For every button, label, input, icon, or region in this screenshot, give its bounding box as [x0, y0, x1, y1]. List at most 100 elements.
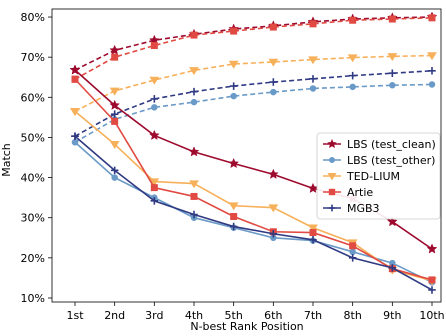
- x-tick-label: 5th: [225, 309, 243, 322]
- legend-box: [316, 132, 441, 220]
- data-point: [428, 276, 436, 284]
- data-point: [111, 117, 119, 125]
- cumulative-data-point: [268, 58, 279, 67]
- cumulative-data-point: [189, 67, 199, 76]
- cumulative-data-point: [349, 83, 356, 91]
- data-point: [71, 132, 79, 140]
- cumulative-data-point: [309, 75, 317, 83]
- data-point: [388, 264, 397, 272]
- cumulative-data-point: [111, 53, 119, 61]
- cumulative-series-line: [74, 54, 433, 113]
- cumulative-data-point: [109, 87, 120, 96]
- cumulative-data-point: [269, 23, 277, 31]
- cumulative-series-line: [74, 17, 433, 80]
- x-axis-label: N-best Rank Position: [190, 320, 303, 333]
- x-tick-label: 7th: [304, 309, 322, 322]
- x-tick-label: 4th: [185, 309, 203, 322]
- cumulative-series-line: [74, 16, 433, 71]
- legend-label: LBS (test_clean): [347, 138, 436, 151]
- series-line: [74, 78, 433, 281]
- data-point: [190, 192, 198, 200]
- cumulative-data-point: [151, 104, 158, 111]
- cumulative-data-point: [190, 98, 198, 106]
- cumulative-data-point: [149, 76, 160, 85]
- data-point: [150, 184, 158, 192]
- data-point: [189, 180, 199, 189]
- data-point: [71, 139, 79, 146]
- x-tick-label: 6th: [264, 309, 282, 322]
- data-point: [348, 254, 357, 262]
- cumulative-data-point: [269, 78, 278, 86]
- data-point: [188, 146, 200, 157]
- data-point: [308, 224, 318, 233]
- cumulative-data-point: [230, 27, 238, 35]
- x-tick-label: 3rd: [145, 309, 163, 322]
- cumulative-data-point: [388, 15, 396, 23]
- x-tick-label: 8th: [344, 309, 362, 322]
- legend-swatch-marker: [328, 204, 336, 212]
- y-tick-label: 10%: [21, 292, 45, 305]
- cumulative-data-point: [349, 16, 357, 24]
- cumulative-series-line: [74, 83, 433, 143]
- data-point: [349, 242, 357, 250]
- cumulative-data-point: [348, 71, 357, 80]
- y-tick-label: 80%: [21, 11, 45, 24]
- data-point: [110, 166, 119, 175]
- cumulative-data-point: [389, 82, 396, 89]
- cumulative-data-point: [109, 44, 121, 55]
- data-point: [269, 230, 278, 238]
- data-point: [309, 229, 317, 237]
- cumulative-data-point: [270, 88, 277, 96]
- cumulative-data-point: [428, 14, 436, 22]
- cumulative-data-point: [347, 54, 358, 63]
- cumulative-data-point: [229, 82, 238, 90]
- x-tick-label: 9th: [383, 309, 401, 322]
- cumulative-data-point: [150, 95, 159, 103]
- legend-label: TED-LIUM: [346, 170, 400, 183]
- data-point: [111, 174, 118, 181]
- data-point: [71, 75, 79, 83]
- plot-frame: [51, 8, 442, 303]
- cumulative-data-point: [427, 52, 437, 61]
- cumulative-data-point: [388, 69, 397, 77]
- y-tick-label: 60%: [21, 91, 45, 104]
- series-line: [74, 110, 433, 282]
- data-point: [148, 129, 160, 141]
- y-axis-label: Match: [0, 143, 13, 177]
- y-tick-label: 50%: [21, 131, 45, 144]
- legend-label: MGB3: [347, 202, 380, 215]
- data-point: [349, 248, 356, 256]
- cumulative-data-point: [190, 31, 198, 39]
- data-point: [109, 141, 120, 149]
- legend-label: Artie: [347, 186, 373, 199]
- y-tick-label: 20%: [21, 252, 45, 265]
- data-point: [386, 216, 398, 227]
- data-point: [428, 286, 436, 294]
- y-tick-label: 40%: [21, 172, 45, 185]
- cumulative-data-point: [308, 56, 318, 65]
- y-tick-label: 70%: [21, 51, 45, 64]
- cumulative-data-point: [190, 87, 198, 96]
- data-point: [190, 210, 198, 219]
- data-point: [150, 197, 159, 205]
- cumulative-data-point: [309, 85, 317, 92]
- cumulative-data-point: [150, 42, 158, 50]
- cumulative-data-point: [309, 20, 317, 28]
- y-tick-label: 30%: [21, 212, 45, 225]
- data-point: [307, 182, 319, 193]
- data-point: [228, 202, 239, 211]
- data-point: [229, 222, 238, 231]
- data-point: [426, 243, 438, 254]
- legend: LBS (test_clean) LBS (test_other) TED-LIUM…: [316, 132, 441, 220]
- axes-layer: 10% 20% 30% 40% 50% 60% 70% 80% 1st 2nd 3rd 4th 5th 6…: [21, 8, 445, 322]
- cumulative-series-line: [74, 70, 433, 137]
- data-point: [69, 64, 81, 75]
- legend-swatch-marker: [327, 173, 337, 181]
- data-point: [228, 157, 240, 169]
- x-tick-label: 2nd: [104, 309, 125, 322]
- cumulative-data-point: [387, 53, 398, 62]
- cumulative-data-point: [228, 60, 239, 69]
- x-tick-label: 10th: [419, 309, 444, 322]
